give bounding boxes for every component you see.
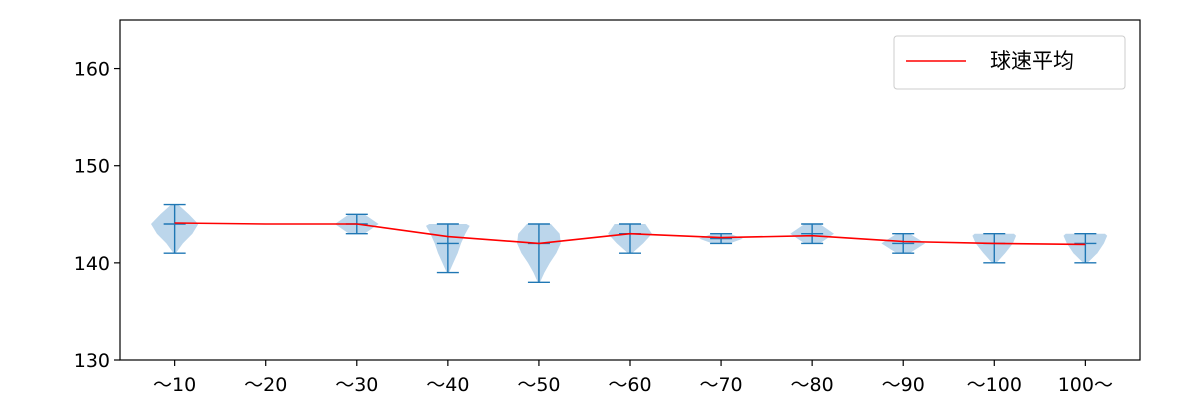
legend-box [893,35,1126,90]
x-tick-label: 〜100 [967,374,1022,396]
x-tick-label: 〜50 [517,374,560,396]
legend: 球速平均 [893,35,1126,90]
violin-layer [151,204,1108,283]
x-tick-label: 〜40 [426,374,469,396]
mean-line [174,222,1086,246]
mean-line-layer [174,222,1086,246]
x-axis: 〜10 〜20 〜30 〜40 〜50 〜60 〜70 〜80 〜90 〜100 100〜 [153,360,1113,396]
x-tick-label: 100〜 [1058,374,1113,396]
y-tick-label: 130 [74,350,110,372]
x-tick-label: 〜20 [244,374,287,396]
x-tick-label: 〜30 [335,374,378,396]
y-tick-label: 150 [74,156,110,178]
x-tick-label: 〜10 [153,374,196,396]
x-tick-label: 〜70 [699,374,742,396]
x-tick-label: 〜80 [791,374,834,396]
x-tick-label: 〜90 [882,374,925,396]
y-tick-label: 160 [74,59,110,81]
whisker-layer [163,203,1097,283]
y-axis: 130 140 150 160 [74,59,120,372]
legend-label-mean: 球速平均 [990,49,1074,73]
y-tick-label: 140 [74,253,110,275]
x-tick-label: 〜60 [608,374,651,396]
